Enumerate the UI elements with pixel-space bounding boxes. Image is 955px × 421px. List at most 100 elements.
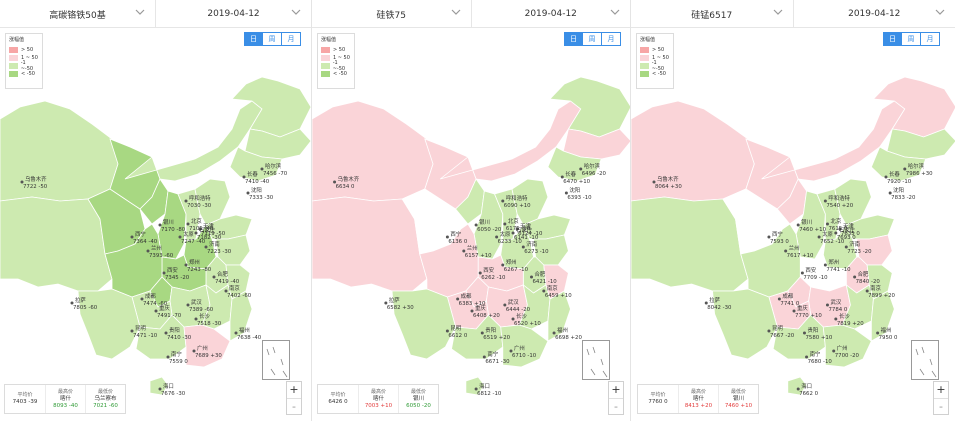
- city-marker[interactable]: [478, 271, 482, 275]
- city-marker[interactable]: [462, 249, 466, 253]
- city-marker[interactable]: [888, 191, 892, 195]
- city-marker[interactable]: [158, 387, 162, 391]
- city-marker[interactable]: [204, 245, 208, 249]
- region-tibet[interactable]: [0, 196, 113, 292]
- month-tab[interactable]: 月: [921, 32, 940, 46]
- city-marker[interactable]: [652, 180, 656, 184]
- city-marker[interactable]: [501, 263, 505, 267]
- city-marker[interactable]: [456, 297, 460, 301]
- city-marker[interactable]: [246, 191, 250, 195]
- city-marker[interactable]: [884, 175, 888, 179]
- city-marker[interactable]: [832, 349, 836, 353]
- zoom-out-button[interactable]: -: [287, 397, 301, 415]
- city-marker[interactable]: [474, 387, 478, 391]
- region-shandong[interactable]: [845, 214, 895, 240]
- week-tab[interactable]: 周: [902, 32, 921, 46]
- region-tibet[interactable]: [631, 196, 749, 292]
- date-select[interactable]: 2019-04-12: [470, 0, 631, 28]
- city-marker[interactable]: [503, 222, 507, 226]
- city-marker[interactable]: [445, 235, 449, 239]
- region-yunnan[interactable]: [77, 288, 141, 360]
- region-hainan[interactable]: [149, 376, 169, 396]
- region-guangdong[interactable]: [822, 324, 872, 368]
- date-select[interactable]: 2019-04-12: [155, 0, 311, 28]
- city-marker[interactable]: [224, 289, 228, 293]
- region-yunnan[interactable]: [712, 288, 778, 360]
- region-liaoning[interactable]: [870, 146, 927, 182]
- region-xinjiang[interactable]: [312, 100, 434, 202]
- zoom-in-button[interactable]: +: [611, 383, 621, 397]
- city-marker[interactable]: [805, 355, 809, 359]
- city-marker[interactable]: [509, 349, 513, 353]
- region-xinjiang[interactable]: [631, 100, 755, 202]
- city-marker[interactable]: [515, 227, 519, 231]
- legend-item[interactable]: -1 ~-50: [321, 60, 351, 72]
- city-marker[interactable]: [542, 289, 546, 293]
- city-marker[interactable]: [480, 331, 484, 335]
- region-hebei[interactable]: [511, 178, 549, 226]
- region-hainan[interactable]: [465, 376, 485, 396]
- city-marker[interactable]: [853, 275, 857, 279]
- city-marker[interactable]: [384, 301, 388, 305]
- product-select[interactable]: 硅铁75: [312, 0, 471, 28]
- city-marker[interactable]: [530, 275, 534, 279]
- city-marker[interactable]: [158, 223, 162, 227]
- city-marker[interactable]: [198, 227, 202, 231]
- city-marker[interactable]: [234, 331, 238, 335]
- day-tab[interactable]: 日: [244, 32, 263, 46]
- week-tab[interactable]: 周: [263, 32, 282, 46]
- city-marker[interactable]: [521, 245, 525, 249]
- legend-item[interactable]: 1 ~ 50: [9, 54, 39, 62]
- month-tab[interactable]: 月: [602, 32, 621, 46]
- region-liaoning[interactable]: [547, 146, 602, 182]
- city-marker[interactable]: [470, 309, 474, 313]
- city-marker[interactable]: [194, 231, 198, 235]
- city-marker[interactable]: [817, 235, 821, 239]
- city-marker[interactable]: [333, 180, 337, 184]
- city-marker[interactable]: [186, 303, 190, 307]
- city-marker[interactable]: [146, 249, 150, 253]
- city-marker[interactable]: [482, 355, 486, 359]
- region-guangdong[interactable]: [183, 324, 231, 368]
- city-marker[interactable]: [194, 317, 198, 321]
- region-hainan[interactable]: [787, 376, 808, 396]
- legend-item[interactable]: < -50: [9, 70, 39, 78]
- product-select[interactable]: 硅锰6517: [631, 0, 793, 28]
- city-marker[interactable]: [579, 167, 583, 171]
- city-marker[interactable]: [834, 231, 838, 235]
- city-marker[interactable]: [20, 180, 24, 184]
- date-select[interactable]: 2019-04-12: [792, 0, 955, 28]
- city-marker[interactable]: [130, 329, 134, 333]
- city-marker[interactable]: [823, 199, 827, 203]
- region-liaoning[interactable]: [229, 146, 283, 182]
- zoom-out-button[interactable]: -: [609, 397, 623, 415]
- product-select[interactable]: 高碳铬铁50基: [0, 0, 155, 28]
- legend-item[interactable]: 1 ~ 50: [321, 54, 351, 62]
- zoom-in-button[interactable]: +: [936, 383, 946, 397]
- region-shandong[interactable]: [522, 214, 572, 240]
- city-marker[interactable]: [844, 245, 848, 249]
- city-marker[interactable]: [445, 329, 449, 333]
- city-marker[interactable]: [164, 331, 168, 335]
- city-marker[interactable]: [802, 331, 806, 335]
- city-marker[interactable]: [777, 297, 781, 301]
- region-shandong[interactable]: [205, 214, 253, 240]
- region-hebei[interactable]: [194, 178, 231, 226]
- city-marker[interactable]: [903, 167, 907, 171]
- city-marker[interactable]: [495, 235, 499, 239]
- day-tab[interactable]: 日: [564, 32, 583, 46]
- city-marker[interactable]: [178, 235, 182, 239]
- legend-item[interactable]: > 50: [321, 46, 351, 54]
- city-marker[interactable]: [130, 235, 134, 239]
- city-marker[interactable]: [501, 199, 505, 203]
- city-marker[interactable]: [260, 167, 264, 171]
- city-marker[interactable]: [212, 275, 216, 279]
- legend-item[interactable]: < -50: [321, 70, 351, 78]
- city-marker[interactable]: [564, 191, 568, 195]
- legend-item[interactable]: < -50: [640, 70, 670, 78]
- city-marker[interactable]: [560, 175, 564, 179]
- city-marker[interactable]: [784, 249, 788, 253]
- city-marker[interactable]: [184, 199, 188, 203]
